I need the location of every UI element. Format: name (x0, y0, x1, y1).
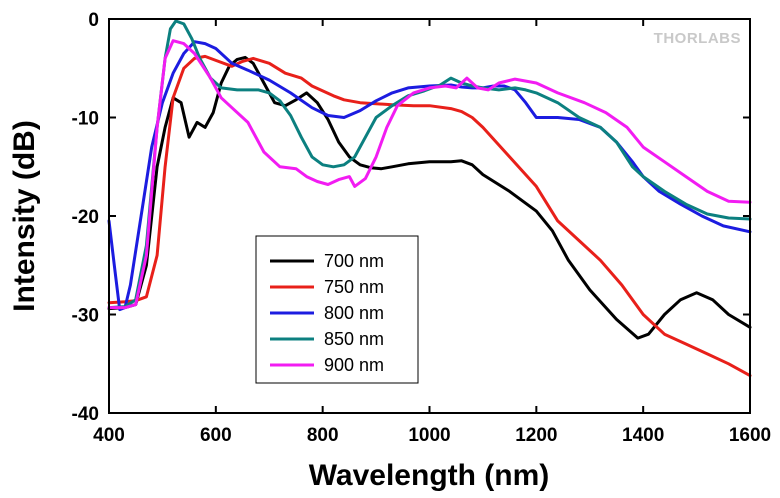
legend-label-0: 700 nm (324, 251, 384, 271)
legend-label-2: 800 nm (324, 303, 384, 323)
legend: 700 nm 750 nm 800 nm 850 nm 900 nm (255, 235, 419, 384)
y-tick-label: 0 (88, 10, 99, 31)
legend-label-1: 750 nm (324, 277, 384, 297)
series-line-0 (107, 55, 752, 340)
x-tick-label: 400 (93, 425, 125, 446)
series-line-3 (107, 19, 752, 310)
plot-frame (108, 18, 751, 414)
x-tick-label: 600 (200, 425, 232, 446)
x-tick-label: 800 (307, 425, 339, 446)
y-tick-label: -40 (72, 404, 99, 425)
x-tick-label: 1200 (515, 425, 557, 446)
legend-label-4: 900 nm (324, 355, 384, 375)
brand-watermark: THORLABS (654, 30, 741, 47)
x-axis-title: Wavelength (nm) (309, 459, 550, 492)
series-line-2 (107, 40, 752, 312)
y-tick-label: -10 (72, 109, 99, 130)
x-tick-label: 1600 (729, 425, 771, 446)
series-line-4 (107, 39, 752, 310)
x-tick-label: 1400 (622, 425, 664, 446)
legend-label-3: 850 nm (324, 329, 384, 349)
y-tick-label: -20 (72, 207, 99, 228)
series-line-1 (107, 54, 752, 378)
y-tick-label: -30 (72, 306, 99, 327)
axis-layer: 400 600 800 1000 1200 1400 1600 0 -10 -20 -30 -40 (72, 10, 772, 446)
y-axis-title: Intensity (dB) (8, 120, 41, 312)
series-layer (107, 19, 752, 378)
x-tick-label: 1000 (408, 425, 450, 446)
